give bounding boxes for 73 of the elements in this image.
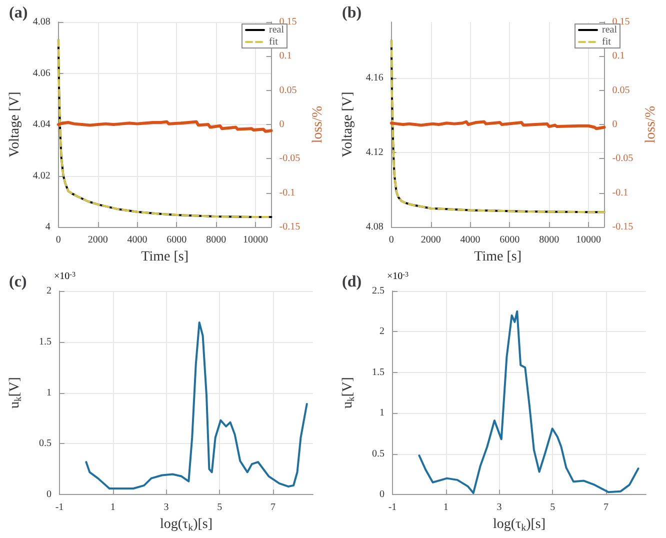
x-tick-label: 7 xyxy=(603,502,608,514)
x-axis-title: Time [s] xyxy=(474,249,522,264)
legend-label: real xyxy=(602,24,618,36)
chart-title: (c) xyxy=(9,274,27,290)
x-tick-label: 0 xyxy=(56,234,61,246)
y2-tick-label: 0.05 xyxy=(612,84,630,96)
x-tick-label: 4000 xyxy=(460,234,480,246)
x-tick-label: 4000 xyxy=(127,234,148,246)
legend-label: fit xyxy=(602,36,612,48)
y2-axis-title: loss/% xyxy=(644,105,658,144)
y2-tick-label: -0.05 xyxy=(279,153,300,164)
y2-tick-label: 0.05 xyxy=(279,84,297,96)
legend-label: real xyxy=(269,24,284,36)
y-tick-label: 2 xyxy=(46,286,52,296)
line-series xyxy=(418,310,640,494)
y-tick-label: 4.08 xyxy=(366,222,384,232)
y2-tick-label: 0.1 xyxy=(279,50,292,62)
line-series xyxy=(390,120,606,130)
x-tick-label: 6000 xyxy=(166,234,187,246)
y-tick-label: 0 xyxy=(46,489,52,500)
y-axis-title: Voltage [V] xyxy=(8,92,22,158)
y-axis-title: uk[V] xyxy=(8,377,24,408)
y-tick-label: 0.5 xyxy=(372,448,384,460)
y-tick-label: 1.5 xyxy=(372,366,384,378)
x-axis-title: Time [s] xyxy=(141,249,188,264)
y-tick-label: 4.02 xyxy=(32,170,50,182)
x-tick-label: 7 xyxy=(270,502,276,514)
y2-tick-label: -0.1 xyxy=(612,187,628,198)
x-tick-label: 5 xyxy=(550,502,556,514)
y2-tick-label: 0 xyxy=(612,119,618,130)
y-tick-label: 4.08 xyxy=(32,16,50,28)
x-tick-label: 0 xyxy=(388,234,394,246)
y-tick-label: 1 xyxy=(380,408,384,419)
x-tick-label: 2000 xyxy=(88,234,108,246)
y-tick-label: 4.06 xyxy=(32,68,50,79)
x-tick-label: 8000 xyxy=(206,234,226,246)
y2-tick-label: -0.05 xyxy=(612,153,634,164)
x-tick-label: 3 xyxy=(496,502,502,514)
y2-tick-label: 0 xyxy=(279,119,284,130)
x-tick-label: 2000 xyxy=(420,234,441,246)
x-tick-label: -1 xyxy=(55,502,64,514)
y-tick-label: 4.04 xyxy=(32,119,50,130)
y-tick-label: 0.5 xyxy=(39,438,52,450)
x-tick-label: 3 xyxy=(164,502,169,514)
x-tick-label: 1 xyxy=(443,502,448,514)
x-tick-label: 10000 xyxy=(576,234,601,246)
y2-tick-label: -0.1 xyxy=(279,187,296,198)
chart-title: (a) xyxy=(9,4,28,22)
x-tick-label: -1 xyxy=(388,502,397,514)
y2-axis-title: loss/% xyxy=(310,105,326,144)
y-axis-title: uk[V] xyxy=(340,377,357,408)
y-tick-label: 1.5 xyxy=(39,336,52,348)
y-axis-title: Voltage [V] xyxy=(340,92,356,158)
y2-tick-label: -0.15 xyxy=(279,222,300,232)
x-tick-label: 5 xyxy=(217,502,222,514)
x-tick-label: 1 xyxy=(110,502,116,514)
y-tick-label: 1 xyxy=(46,387,52,398)
y-tick-label: 2 xyxy=(380,326,384,338)
x-tick-label: 10000 xyxy=(243,234,268,246)
x-tick-label: 6000 xyxy=(500,234,520,246)
y-tick-label: 4 xyxy=(45,222,50,232)
line-series xyxy=(56,120,273,133)
y-tick-label: 4.16 xyxy=(366,72,384,84)
y-tick-label: 4.12 xyxy=(366,146,384,158)
y2-tick-label: 0.1 xyxy=(612,50,625,62)
x-tick-label: 8000 xyxy=(539,234,560,246)
chart-title: (d) xyxy=(342,274,362,290)
y-tick-label: 0 xyxy=(380,489,384,500)
legend-label: fit xyxy=(269,36,278,48)
chart-title: (b) xyxy=(342,4,362,22)
y-tick-label: 2.5 xyxy=(372,286,384,296)
y2-tick-label: -0.15 xyxy=(612,222,634,232)
line-series xyxy=(85,322,308,490)
